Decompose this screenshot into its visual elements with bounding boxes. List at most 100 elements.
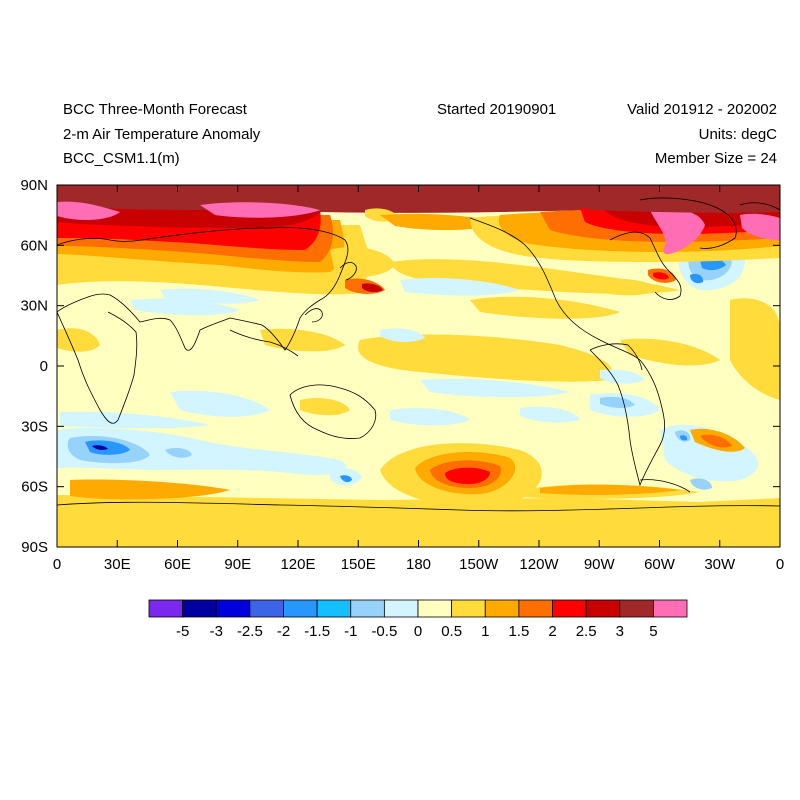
colorbar-swatch xyxy=(417,599,453,618)
colorbar-label: 3 xyxy=(616,623,624,640)
colorbar-swatch xyxy=(552,599,587,618)
colorbar-label: -2.5 xyxy=(237,623,263,640)
anomaly-region xyxy=(560,193,780,213)
anomaly-region xyxy=(445,467,490,485)
lat-tick-label: 0 xyxy=(40,358,48,375)
lon-tick-label: 120W xyxy=(519,556,559,573)
anomaly-region xyxy=(520,406,580,423)
lon-tick-label: 60W xyxy=(644,556,676,573)
colorbar-swatch xyxy=(383,599,419,618)
colorbar-swatch xyxy=(484,599,520,618)
anomaly-region xyxy=(600,369,645,384)
anomaly-region xyxy=(200,202,320,218)
anomaly-region xyxy=(57,505,780,530)
colorbar-label: 2.5 xyxy=(576,623,597,640)
lon-tick-label: 150W xyxy=(459,556,499,573)
colorbar-swatch xyxy=(518,599,553,618)
coastline xyxy=(57,311,138,424)
start-date: Started 20190901 xyxy=(437,101,557,118)
anomaly-region xyxy=(680,435,688,441)
lon-tick-label: 60E xyxy=(164,556,191,573)
anomaly-region xyxy=(300,398,350,416)
colorbar-label: 0.5 xyxy=(441,623,462,640)
colorbar-swatch xyxy=(148,599,184,618)
colorbar-label: 1.5 xyxy=(508,623,529,640)
anomaly-region xyxy=(330,246,395,277)
anomaly-region xyxy=(57,428,347,476)
colorbar-swatch xyxy=(249,599,284,618)
variable-name: 2-m Air Temperature Anomaly xyxy=(63,126,261,143)
latitude-axis: 90N 60N 30N 0 30S 60S 90S xyxy=(20,177,780,556)
anomaly-region xyxy=(690,273,704,284)
anomaly-region xyxy=(57,328,100,352)
lon-tick-label: 90W xyxy=(584,556,616,573)
anomaly-region xyxy=(60,411,210,429)
anomaly-region xyxy=(390,408,470,426)
anomaly-field xyxy=(57,185,780,547)
lon-tick-label: 180 xyxy=(406,556,431,573)
lat-tick-label: 60S xyxy=(21,479,48,496)
coastline xyxy=(57,227,349,351)
colorbar-swatch xyxy=(585,599,621,618)
anomaly-region xyxy=(380,328,425,343)
valid-period: Valid 201912 - 202002 xyxy=(627,101,777,118)
anomaly-region xyxy=(130,298,240,316)
units-label: Units: degC xyxy=(698,126,777,143)
lon-tick-label: 120E xyxy=(280,556,315,573)
coastline xyxy=(639,479,691,493)
lat-tick-label: 30N xyxy=(20,298,48,315)
lon-tick-label: 30E xyxy=(104,556,131,573)
colorbar-swatch xyxy=(451,599,486,618)
model-name: BCC_CSM1.1(m) xyxy=(63,150,180,167)
anomaly-region xyxy=(70,479,230,500)
anomaly-region xyxy=(85,440,130,455)
colorbar-label: -3 xyxy=(210,623,223,640)
map-title: BCC Three-Month Forecast xyxy=(63,101,247,118)
coastline xyxy=(639,197,737,249)
lon-tick-label: 0 xyxy=(776,556,784,573)
anomaly-region xyxy=(600,396,635,408)
anomaly-region xyxy=(690,478,712,490)
lat-tick-label: 30S xyxy=(21,418,48,435)
coastline xyxy=(739,202,780,211)
anomaly-region xyxy=(470,296,620,319)
lon-tick-label: 90E xyxy=(224,556,251,573)
anomaly-region xyxy=(700,434,732,448)
colorbar-label: 2 xyxy=(548,623,556,640)
coastline xyxy=(339,262,357,281)
coastlines xyxy=(57,197,780,512)
anomaly-region xyxy=(590,278,660,296)
anomaly-region xyxy=(358,334,613,382)
anomaly-region xyxy=(540,484,680,495)
lon-tick-label: 0 xyxy=(53,556,61,573)
lat-tick-label: 90S xyxy=(21,539,48,556)
lon-tick-label: 30W xyxy=(704,556,736,573)
member-size: Member Size = 24 xyxy=(654,150,777,167)
colorbar-label: 1 xyxy=(481,623,489,640)
anomaly-region xyxy=(170,390,270,417)
lat-tick-label: 60N xyxy=(20,237,48,254)
anomaly-region xyxy=(165,447,192,458)
anomaly-region xyxy=(57,201,120,220)
colorbar-label: -1.5 xyxy=(304,623,330,640)
anomaly-region xyxy=(653,272,669,280)
anomaly-region xyxy=(340,475,352,483)
anomaly-region xyxy=(650,208,705,255)
colorbar-swatch xyxy=(619,599,654,618)
colorbar-label: -1 xyxy=(344,623,357,640)
anomaly-region xyxy=(420,378,570,398)
colorbar-swatch xyxy=(652,599,688,618)
coastline xyxy=(229,329,299,357)
colorbar-swatch xyxy=(316,599,352,618)
longitude-axis: 0 30E 60E 90E 120E 150E 180 150W 120W 90W 60W 30W 0 xyxy=(53,185,784,573)
coastline xyxy=(57,501,780,512)
anomaly-region xyxy=(362,283,383,293)
coastline xyxy=(609,231,682,300)
colorbar-label: -2 xyxy=(277,623,290,640)
coastline xyxy=(289,384,377,439)
coastline xyxy=(469,217,665,487)
colorbar-label: 5 xyxy=(649,623,657,640)
colorbar: -5 -3 -2.5 -2 -1.5 -1 -0.5 0 0.5 1 1.5 2 2.5 3 5 xyxy=(148,599,688,640)
anomaly-region xyxy=(160,288,260,304)
